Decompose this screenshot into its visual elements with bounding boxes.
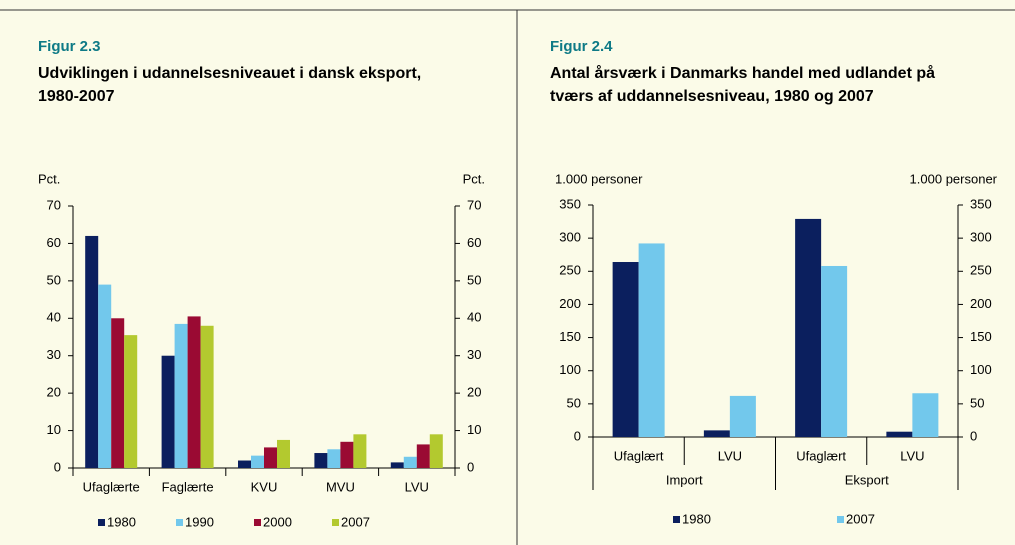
y-tick-label: 0	[574, 428, 581, 443]
bar	[353, 434, 367, 468]
bar	[821, 265, 848, 437]
legend-swatch	[837, 516, 844, 523]
legend-label: 2007	[846, 511, 875, 526]
y2-tick-label: 200	[970, 296, 992, 311]
figure-label: Figur 2.3	[38, 38, 101, 55]
legend-label: 1990	[185, 514, 214, 529]
y-tick-label: 60	[47, 235, 61, 250]
x-tick-label: KVU	[251, 479, 278, 494]
y-tick-label: 350	[559, 196, 581, 211]
bar	[703, 430, 730, 437]
x-tick-label: MVU	[326, 479, 355, 494]
x-tick-label: LVU	[718, 448, 742, 463]
y2-tick-label: 0	[467, 459, 474, 474]
chart-title: Antal årsværk i Danmarks handel med udla…	[550, 65, 936, 105]
y-tick-label: 100	[559, 362, 581, 377]
y2-tick-label: 350	[970, 196, 992, 211]
legend-label: 1980	[682, 511, 711, 526]
group-label: Import	[666, 472, 703, 487]
bar	[277, 439, 290, 468]
bar	[187, 316, 201, 468]
legend-label: 2007	[341, 514, 370, 529]
chart-title: Udviklingen i udannelsesniveauet i dansk…	[38, 65, 422, 105]
x-tick-label: LVU	[900, 448, 924, 463]
bar	[314, 453, 328, 468]
x-tick-label: Ufaglært	[614, 448, 664, 463]
x-tick-label: Faglærte	[162, 479, 214, 494]
legend-swatch	[98, 519, 105, 526]
y-tick-label: 30	[47, 347, 61, 362]
y2-tick-label: 50	[970, 395, 984, 410]
bar	[729, 395, 756, 437]
legend-swatch	[254, 519, 261, 526]
bar	[886, 431, 913, 437]
y-tick-label: 0	[54, 459, 61, 474]
y-tick-label: 50	[47, 272, 61, 287]
y2-axis-label: 1.000 personer	[910, 171, 998, 186]
x-tick-label: LVU	[405, 479, 429, 494]
bar	[327, 449, 341, 468]
y-tick-label: 50	[567, 395, 581, 410]
bar	[98, 284, 112, 468]
x-tick-label: Ufaglært	[796, 448, 846, 463]
bar	[85, 235, 99, 468]
bar	[416, 444, 430, 468]
y-tick-label: 10	[47, 422, 61, 437]
bar	[403, 456, 417, 468]
group-label: Eksport	[845, 472, 889, 487]
y-tick-label: 150	[559, 329, 581, 344]
y2-tick-label: 70	[467, 197, 481, 212]
y-tick-label: 40	[47, 310, 61, 325]
y2-tick-label: 300	[970, 230, 992, 245]
y2-tick-label: 20	[467, 385, 481, 400]
y2-tick-label: 30	[467, 347, 481, 362]
y2-tick-label: 150	[970, 329, 992, 344]
bar	[638, 243, 665, 437]
bar	[238, 460, 251, 468]
x-tick-label: Ufaglærte	[83, 479, 140, 494]
bar	[340, 441, 354, 468]
y-tick-label: 70	[47, 197, 61, 212]
bar	[795, 218, 822, 437]
legend-label: 2000	[263, 514, 292, 529]
bar	[612, 262, 639, 437]
bar	[390, 462, 404, 468]
bar	[200, 325, 214, 468]
legend-swatch	[332, 519, 339, 526]
figure-label: Figur 2.4	[550, 38, 613, 55]
y-tick-label: 300	[559, 230, 581, 245]
y2-tick-label: 100	[970, 362, 992, 377]
y-axis-label: Pct.	[38, 171, 60, 186]
y2-tick-label: 50	[467, 272, 481, 287]
y2-tick-label: 0	[970, 428, 977, 443]
y-tick-label: 200	[559, 296, 581, 311]
bar	[251, 455, 264, 468]
y2-tick-label: 40	[467, 310, 481, 325]
bar	[161, 355, 175, 468]
y2-tick-label: 60	[467, 235, 481, 250]
bar	[124, 335, 138, 468]
legend-label: 1980	[107, 514, 136, 529]
bar	[912, 393, 939, 437]
y-axis-label: 1.000 personer	[555, 171, 643, 186]
y-tick-label: 250	[559, 263, 581, 278]
legend-swatch	[176, 519, 183, 526]
y2-axis-label: Pct.	[463, 171, 485, 186]
bar	[429, 434, 443, 468]
y2-tick-label: 250	[970, 263, 992, 278]
y2-tick-label: 10	[467, 422, 481, 437]
bar	[174, 323, 188, 468]
bar	[264, 447, 277, 468]
legend-swatch	[673, 516, 680, 523]
bar	[111, 318, 125, 468]
y-tick-label: 20	[47, 385, 61, 400]
